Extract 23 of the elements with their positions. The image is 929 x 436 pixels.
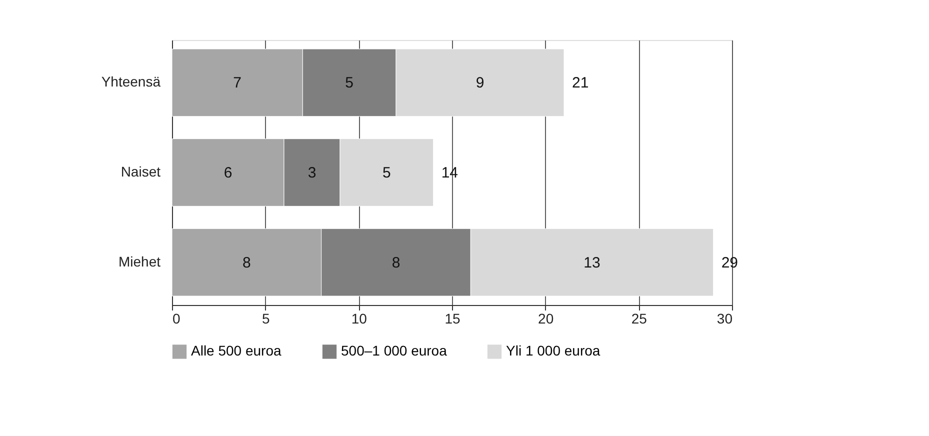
legend-label: 500–1 000 euroa <box>341 342 448 359</box>
x-tick-label: 30 <box>716 310 733 326</box>
x-tick-label: 0 <box>172 310 180 326</box>
data-label: 5 <box>345 74 354 92</box>
y-tick-label: Naiset <box>120 164 161 180</box>
data-label: 8 <box>242 254 251 272</box>
data-label: 8 <box>392 254 400 272</box>
legend-label: Yli 1 000 euroa <box>506 342 600 359</box>
y-tick-label: Yhteensä <box>101 74 161 90</box>
total-label: 21 <box>572 74 589 92</box>
x-tick-label: 15 <box>444 310 460 326</box>
x-tick-label: 25 <box>631 310 648 326</box>
x-tick-label: 20 <box>538 310 554 326</box>
data-label: 7 <box>233 74 242 92</box>
y-tick-label: Miehet <box>118 253 161 270</box>
data-label: 9 <box>476 74 484 92</box>
x-tick-label: 5 <box>262 310 270 326</box>
legend-label: Alle 500 euroa <box>191 342 282 359</box>
data-label: 13 <box>584 254 600 272</box>
data-label: 6 <box>224 164 232 182</box>
x-tick-label: 10 <box>351 310 368 326</box>
data-label: 5 <box>382 164 391 182</box>
data-label: 3 <box>308 164 316 182</box>
